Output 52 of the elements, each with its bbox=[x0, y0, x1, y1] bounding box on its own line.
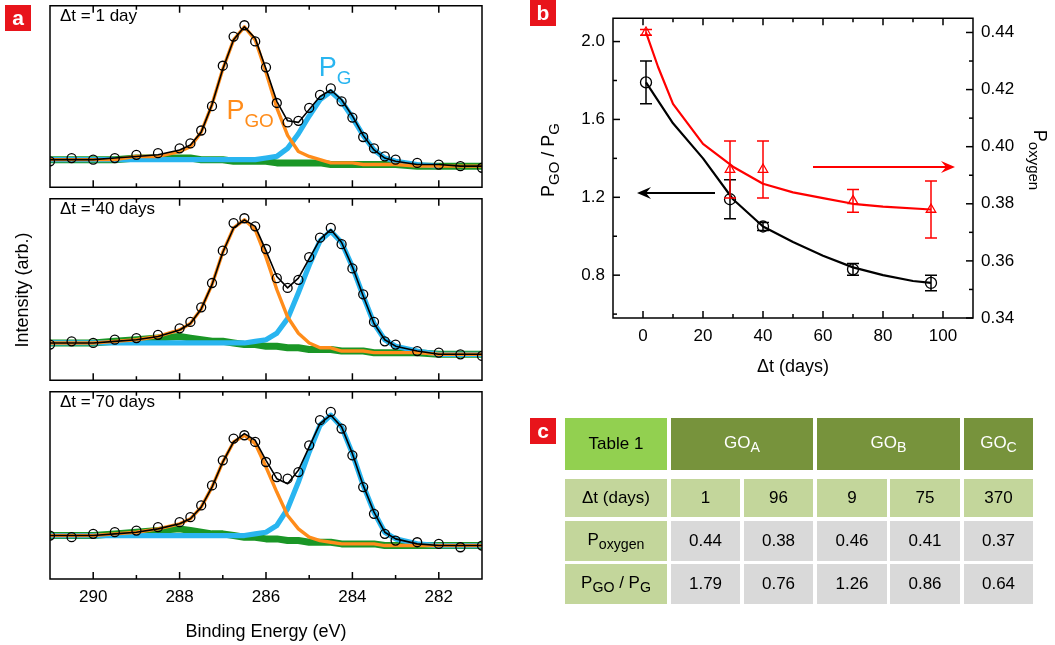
text: GO$_{B}$ bbox=[870, 432, 907, 456]
x-tick-label: 20 bbox=[693, 325, 713, 345]
text: 1.79 bbox=[688, 574, 723, 594]
x-axis-title: Binding Energy (eV) bbox=[185, 621, 347, 642]
text: Δt (days) bbox=[581, 488, 651, 508]
text: 0.44 bbox=[688, 531, 723, 551]
text: 0.41 bbox=[908, 531, 942, 551]
x-tick-label: 0 bbox=[638, 325, 648, 345]
text: GO$_{C}$ bbox=[980, 432, 1017, 456]
y-axis-title: Intensity (arb.) bbox=[11, 232, 32, 348]
caption: Table 1 bbox=[588, 434, 644, 454]
y-tick-label: 1.6 bbox=[581, 109, 605, 129]
x-tick-label: 40 bbox=[753, 325, 773, 345]
y2-tick-label: 0.38 bbox=[981, 193, 1015, 213]
text: 9 bbox=[847, 488, 857, 508]
x-tick-label: 60 bbox=[813, 325, 833, 345]
x-tick-label: 290 bbox=[79, 586, 108, 606]
text: Δt = 70 days bbox=[60, 392, 155, 411]
text: 0.38 bbox=[761, 531, 796, 551]
x-axis-title: Δt (days) bbox=[756, 356, 830, 377]
x-tick-label: 80 bbox=[873, 325, 893, 345]
x-tick-label: 286 bbox=[251, 586, 281, 606]
text: GO$_{A}$ bbox=[724, 432, 760, 456]
y2-tick-label: 0.42 bbox=[981, 79, 1015, 99]
y2-tick-label: 0.40 bbox=[981, 136, 1015, 156]
y-tick-label: 0.8 bbox=[581, 264, 605, 284]
chart-title: b bbox=[530, 0, 556, 26]
text: 0.86 bbox=[908, 574, 942, 594]
x-tick-label: 100 bbox=[928, 325, 958, 345]
y-tick-label: 2.0 bbox=[581, 31, 605, 51]
text: 0.64 bbox=[981, 574, 1016, 594]
text: P$_{GO}$ / P$_{G}$ bbox=[581, 572, 651, 596]
text: P$_{oxygen}$ bbox=[587, 529, 645, 553]
y2-tick-label: 0.36 bbox=[981, 250, 1015, 270]
y-tick-label: 1.2 bbox=[581, 186, 605, 206]
text: 75 bbox=[915, 488, 935, 508]
text: 0.76 bbox=[761, 574, 796, 594]
x-tick-label: 288 bbox=[165, 586, 194, 606]
text: 1 bbox=[700, 488, 711, 508]
text: c bbox=[530, 418, 556, 444]
text: Δt = 1 day bbox=[60, 6, 138, 25]
y2-tick-label: 0.44 bbox=[981, 22, 1015, 42]
text: 0.46 bbox=[835, 531, 869, 551]
text: 1.26 bbox=[835, 574, 869, 594]
y2-tick-label: 0.34 bbox=[981, 307, 1015, 327]
text: 96 bbox=[769, 488, 788, 508]
text: Δt = 40 days bbox=[60, 199, 155, 218]
chart-title: a bbox=[5, 5, 31, 31]
text: 370 bbox=[984, 488, 1013, 508]
text: 0.37 bbox=[981, 531, 1016, 551]
x-tick-label: 284 bbox=[338, 586, 367, 606]
x-tick-label: 282 bbox=[424, 586, 453, 606]
